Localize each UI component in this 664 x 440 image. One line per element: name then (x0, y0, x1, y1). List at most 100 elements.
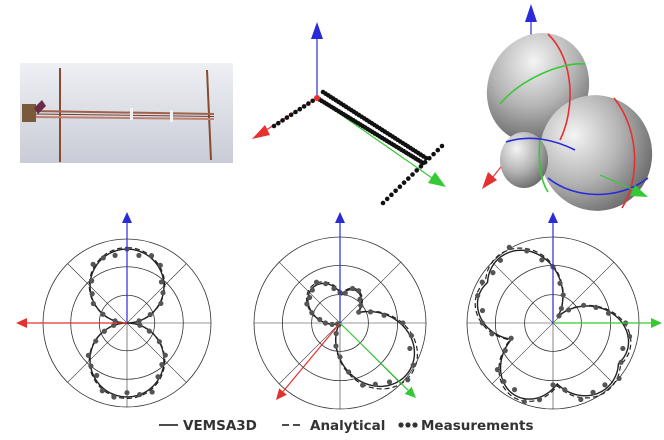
cut-red-upper (547, 33, 571, 141)
measurement-point (593, 304, 599, 310)
measurement-point (317, 316, 323, 323)
measurement-point (90, 300, 96, 307)
measurement-point (502, 347, 508, 354)
radiation-pattern-3d (482, 4, 653, 211)
wire-segment-dot (405, 176, 411, 181)
antenna-boom-upper (33, 110, 215, 115)
legend-label-analytical: Analytical (310, 418, 385, 434)
measurement-point (367, 309, 374, 315)
wire-segment-dot (389, 192, 394, 198)
measurement-point (158, 300, 164, 307)
measurement-point (157, 262, 163, 268)
measurement-point (602, 382, 608, 388)
measurement-point (111, 322, 117, 328)
wire-segment-dot (280, 118, 285, 123)
measurement-point (479, 279, 485, 285)
measurement-point (329, 321, 335, 327)
x-axis-arrow-icon (252, 125, 270, 139)
measurement-point (323, 281, 329, 287)
measurement-point (337, 354, 343, 360)
measurement-point (581, 302, 587, 308)
wire-segment-dot (439, 143, 445, 149)
cut-green-upper (499, 63, 586, 105)
measurement-point (160, 290, 166, 296)
measurement-point (346, 369, 352, 375)
measurement-point (313, 279, 320, 285)
wire-segment-dot (414, 168, 420, 173)
measurement-point (89, 278, 95, 284)
wire-segment-dot (293, 109, 298, 115)
z-axis-arrow-icon (525, 4, 537, 22)
legend-label-vemsa3d: VEMSA3D (183, 418, 257, 434)
measurement-point (536, 397, 543, 403)
antenna-boom-lower (33, 116, 215, 120)
antenna-element-right (206, 69, 212, 161)
measurement-point (149, 389, 155, 395)
cut-blue-lower (547, 177, 649, 196)
measurement-point (550, 382, 556, 388)
measurement-point (147, 311, 153, 318)
measurement-point (331, 285, 337, 292)
measurement-point (100, 255, 106, 261)
measurement-point (381, 312, 387, 318)
measurement-point (155, 374, 161, 380)
x-axis-arrow-icon (482, 172, 497, 189)
z-axis-arrow-icon (311, 22, 323, 39)
measurement-point (400, 320, 406, 326)
y-axis-arrow-icon (630, 185, 648, 197)
measurement-point (100, 311, 106, 317)
wire-segment-dot (380, 200, 386, 206)
measurement-point (521, 399, 527, 405)
measurement-point (360, 382, 366, 388)
polar-plot-1 (16, 212, 212, 408)
measurement-point (494, 367, 501, 373)
y-axis-arrow-icon (428, 172, 446, 187)
measurement-point (539, 257, 545, 263)
wire-segments (271, 89, 445, 206)
measurement-point (158, 279, 165, 285)
measurement-point (306, 294, 313, 301)
measurement-point (159, 361, 165, 368)
wire-segment-dot (306, 101, 311, 106)
wire-segment-dot (297, 106, 303, 112)
measurement-point (386, 379, 393, 385)
measurement-point (357, 296, 363, 302)
antenna-feed (34, 100, 46, 114)
y-axis (599, 174, 635, 191)
antenna-connector (22, 104, 36, 122)
polar-plot-3 (466, 212, 662, 410)
measurement-point (112, 252, 118, 258)
measurement-point (156, 339, 162, 345)
measurement-point (146, 328, 152, 334)
wire-segment-dot (301, 104, 307, 109)
cut-green-lower (538, 139, 549, 193)
measurement-point (410, 362, 416, 368)
measurement-point (489, 331, 495, 337)
wire-segment-dot (418, 164, 424, 169)
wire-segment-dot (276, 120, 281, 126)
wire-segment-dot (393, 188, 398, 194)
measurement-point (508, 335, 514, 341)
wire-segment-dot (435, 147, 441, 153)
measurement-point (620, 345, 626, 352)
wire-model-3d (252, 22, 446, 206)
lower-lobe (539, 95, 653, 211)
measurement-point (524, 248, 530, 254)
measurement-point (85, 352, 92, 358)
wire-segment-dot (423, 155, 429, 161)
measurement-point (356, 309, 362, 315)
wire-segment-dot (271, 123, 277, 129)
measurement-point (511, 387, 518, 393)
measurement-point (590, 389, 596, 395)
x-axis-arrow-icon (276, 388, 287, 400)
wire-segment-dot (397, 184, 403, 190)
measurement-point (162, 352, 168, 358)
measurement-point (626, 333, 633, 340)
measurement-point (101, 328, 107, 334)
analytical-curve (306, 281, 418, 390)
wire-segment-dot (422, 159, 428, 165)
measurement-point (407, 345, 413, 352)
measurement-point (137, 391, 143, 398)
measurement-point (137, 322, 143, 328)
